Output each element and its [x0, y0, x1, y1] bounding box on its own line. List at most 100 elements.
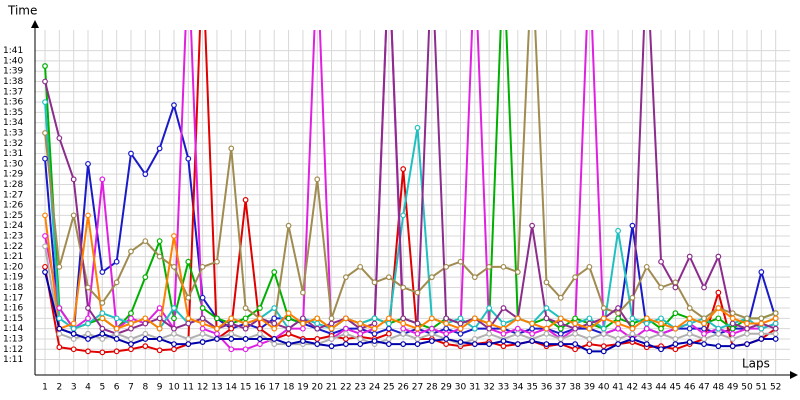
- point: [171, 305, 177, 311]
- y-tick-label: 1:18: [3, 283, 23, 293]
- y-tick-label: 1:27: [3, 190, 23, 200]
- x-tick-label: 7: [128, 383, 134, 393]
- point: [113, 325, 120, 332]
- point: [171, 346, 177, 353]
- point: [185, 341, 192, 348]
- point: [500, 343, 507, 350]
- point: [385, 330, 392, 337]
- x-tick-label: 8: [142, 383, 148, 393]
- point: [744, 330, 750, 337]
- point: [85, 284, 91, 291]
- y-tick-label: 1:26: [3, 201, 23, 211]
- point: [486, 341, 493, 348]
- point: [586, 320, 593, 327]
- point: [99, 349, 106, 356]
- point: [514, 269, 521, 275]
- x-tick-label: 18: [283, 383, 295, 393]
- point: [572, 330, 579, 337]
- point: [156, 336, 163, 342]
- point: [385, 274, 392, 281]
- point: [615, 227, 621, 234]
- point: [42, 243, 48, 250]
- x-tick-label: 12: [197, 383, 208, 393]
- point: [729, 325, 736, 332]
- point: [615, 305, 621, 311]
- point: [500, 305, 507, 311]
- point: [701, 284, 707, 291]
- point: [471, 315, 478, 322]
- point: [715, 289, 722, 296]
- point: [342, 325, 349, 332]
- point: [557, 341, 564, 348]
- point: [257, 341, 263, 348]
- point: [385, 325, 392, 332]
- point: [271, 315, 278, 322]
- point: [99, 315, 106, 322]
- y-tick-label: 1:38: [3, 77, 23, 87]
- point: [443, 263, 450, 270]
- point: [85, 348, 91, 355]
- point: [758, 315, 765, 322]
- y-tick-label: 1:31: [3, 149, 23, 159]
- point: [758, 325, 765, 332]
- point: [357, 341, 364, 348]
- point: [156, 347, 163, 354]
- point: [156, 305, 163, 311]
- point: [672, 336, 679, 342]
- point: [572, 325, 579, 332]
- point: [658, 330, 664, 337]
- x-tick-label: 37: [555, 383, 566, 393]
- point: [758, 336, 765, 342]
- point: [171, 102, 177, 109]
- y-tick-label: 1:22: [3, 242, 23, 252]
- point: [543, 325, 550, 332]
- x-tick-label: 40: [598, 383, 610, 393]
- point: [443, 341, 450, 348]
- point: [486, 330, 493, 337]
- point: [672, 310, 679, 317]
- point: [586, 325, 593, 332]
- point: [629, 294, 636, 301]
- point: [629, 315, 636, 322]
- series-line: [44, 101, 777, 336]
- x-tick-label: 5: [99, 383, 105, 393]
- point: [729, 310, 736, 317]
- y-tick-label: 1:33: [3, 128, 23, 138]
- point: [128, 315, 134, 322]
- point: [185, 294, 192, 301]
- point: [214, 330, 220, 337]
- x-tick-label: 11: [183, 383, 194, 393]
- point: [357, 320, 364, 327]
- point: [199, 294, 206, 301]
- point: [99, 325, 106, 332]
- point: [70, 320, 77, 327]
- x-tick-label: 41: [612, 383, 623, 393]
- point: [171, 330, 177, 337]
- point: [371, 320, 378, 327]
- point: [214, 325, 220, 332]
- point: [42, 130, 48, 136]
- point: [70, 330, 77, 337]
- point: [615, 310, 621, 317]
- point: [658, 258, 664, 265]
- point: [772, 325, 779, 332]
- point: [529, 325, 536, 332]
- point: [371, 330, 378, 337]
- point: [185, 315, 192, 322]
- point: [414, 336, 421, 342]
- x-tick-label: 24: [369, 383, 381, 393]
- point: [729, 320, 736, 327]
- point: [199, 339, 206, 345]
- point: [300, 325, 306, 332]
- point: [686, 320, 693, 327]
- point: [70, 176, 77, 183]
- point: [113, 336, 120, 342]
- point: [199, 263, 206, 270]
- point: [85, 315, 91, 322]
- point: [600, 348, 607, 355]
- point: [500, 330, 507, 337]
- point: [199, 315, 206, 322]
- point: [128, 248, 134, 255]
- point: [615, 336, 621, 342]
- x-tick-label: 29: [440, 383, 452, 393]
